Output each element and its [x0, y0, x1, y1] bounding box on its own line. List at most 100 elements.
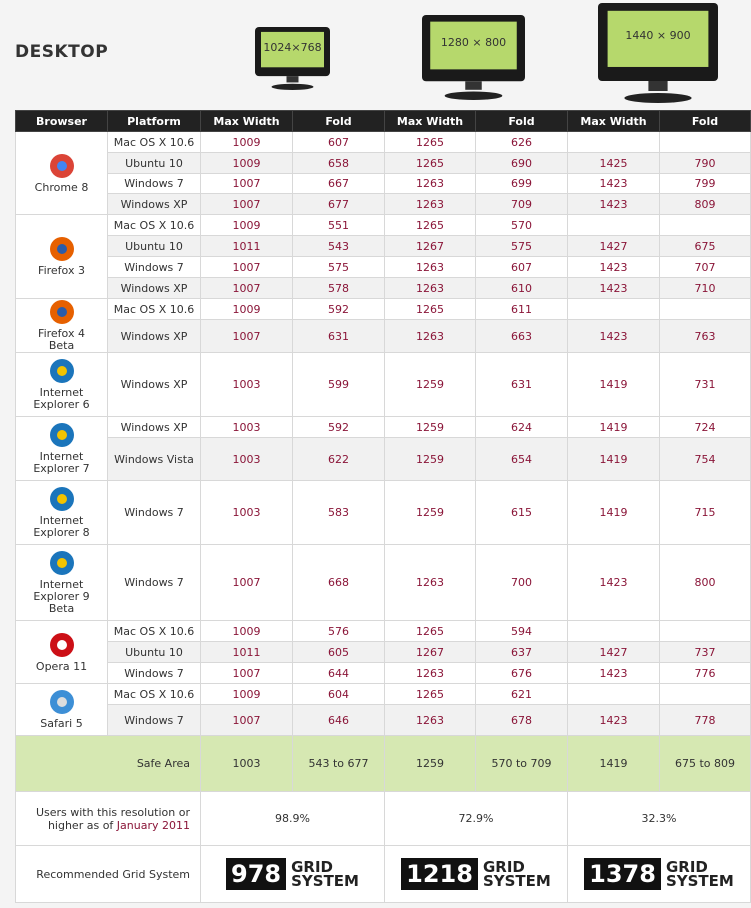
table-row: Internet Explorer 6 Windows XP 1003 599 1259… [15, 352, 751, 417]
table-row: Internet Explorer 8 Windows 7 1003 583 1259 6… [15, 480, 751, 545]
value-cell: 778 [659, 704, 751, 736]
value-cell: 599 [292, 352, 385, 417]
value-cell: 1423 [567, 544, 660, 621]
grid-badge: 1378 GRID SYSTEM [584, 858, 734, 890]
value-cell: 1007 [200, 256, 293, 278]
browser-cell: Internet Explorer 8 [15, 480, 108, 545]
value-cell: 1007 [200, 704, 293, 736]
platform-cell: Windows Vista [107, 437, 201, 481]
value-cell: 1423 [567, 662, 660, 684]
value-cell: 622 [292, 437, 385, 481]
platform-cell: Windows 7 [107, 544, 201, 621]
value-cell: 1007 [200, 319, 293, 353]
value-cell: 809 [659, 193, 751, 215]
table-row: Windows XP 1007 631 1263 663 1423 763 [16, 319, 751, 353]
value-cell: 592 [292, 416, 385, 438]
value-cell: 654 [475, 437, 568, 481]
grid-cell: 1218 GRID SYSTEM [384, 845, 568, 903]
value-cell: 754 [659, 437, 751, 481]
grid-word: GRID [482, 858, 525, 876]
browser-name: Chrome 8 [34, 180, 89, 194]
resolution-label: 1024×768 [263, 40, 322, 54]
grid-badge: 1218 GRID SYSTEM [401, 858, 551, 890]
browser-name: Internet Explorer 6 [33, 386, 90, 411]
platform-cell: Windows XP [107, 319, 201, 353]
monitor: 1280 × 800 [422, 15, 525, 100]
value-cell [659, 214, 751, 236]
platform-cell: Mac OS X 10.6 [107, 214, 201, 236]
safe-area-value: 675 to 809 [659, 735, 751, 792]
monitor-icon [598, 3, 718, 103]
value-cell: 663 [475, 319, 568, 353]
value-cell: 699 [475, 173, 568, 194]
value-cell: 604 [292, 683, 385, 705]
value-cell: 1011 [200, 235, 293, 257]
value-cell: 1003 [200, 416, 293, 438]
browser-icon [49, 359, 74, 383]
platform-cell: Ubuntu 10 [107, 235, 201, 257]
value-cell: 570 [475, 214, 568, 236]
value-cell: 626 [475, 131, 568, 153]
value-cell: 731 [659, 352, 751, 417]
browser-cell: Opera 11 [15, 620, 108, 684]
table-row: Windows XP 1007 677 1263 709 1423 809 [16, 193, 751, 215]
table-row: Chrome 8 Mac OS X 10.6 1009 607 1265 626 [15, 131, 751, 215]
grid-words: GRID SYSTEM [482, 858, 551, 889]
value-cell: 607 [475, 256, 568, 278]
value-cell: 1007 [200, 662, 293, 684]
value-cell: 1263 [384, 544, 476, 621]
value-cell: 1419 [567, 480, 660, 545]
value-cell [567, 683, 660, 705]
browser-icon [49, 632, 74, 657]
platform-cell: Windows XP [107, 416, 201, 438]
browser-name: Firefox 3 [38, 264, 85, 277]
value-cell: 1263 [384, 319, 476, 353]
value-cell: 790 [659, 152, 751, 174]
users-value: 32.3% [567, 791, 751, 846]
value-cell: 624 [475, 416, 568, 438]
grid-word: GRID [291, 858, 334, 876]
safe-area-value: 1259 [384, 735, 476, 792]
table-row: Ubuntu 10 1011 605 1267 637 1427 737 [16, 641, 751, 663]
value-cell: 615 [475, 480, 568, 545]
value-cell: 644 [292, 662, 385, 684]
value-cell: 1423 [567, 277, 660, 299]
grid-row: Recommended Grid System 978 GRID SYSTEM 1218… [15, 845, 751, 903]
platform-cell: Ubuntu 10 [107, 152, 201, 174]
value-cell: 1263 [384, 193, 476, 215]
value-cell: 575 [292, 256, 385, 278]
value-cell: 1259 [384, 416, 476, 438]
value-cell: 707 [659, 256, 751, 278]
value-cell: 551 [292, 214, 385, 236]
value-cell: 675 [659, 235, 751, 257]
platform-cell: Windows XP [107, 277, 201, 299]
value-cell: 1265 [384, 683, 476, 705]
table-row: Windows 7 1007 667 1263 699 1423 799 [16, 173, 751, 194]
users-link[interactable]: January 2011 [116, 818, 190, 832]
page-title: DESKTOP [15, 42, 109, 62]
browser-name: Firefox 4 Beta [38, 327, 85, 352]
value-cell: 668 [292, 544, 385, 621]
value-cell: 583 [292, 480, 385, 545]
value-cell: 543 [292, 235, 385, 257]
value-cell: 724 [659, 416, 751, 438]
value-cell: 1425 [567, 152, 660, 174]
browser-name: Opera 11 [35, 659, 88, 673]
browser-cell: Internet Explorer 7 [15, 416, 108, 481]
value-cell: 576 [292, 620, 385, 642]
grid-number: 1378 [584, 858, 661, 890]
browser-cell: Safari 5 [15, 683, 108, 736]
table-row: Ubuntu 10 1009 658 1265 690 1425 790 [16, 152, 751, 174]
value-cell: 715 [659, 480, 751, 545]
grid-words: GRID SYSTEM [291, 858, 359, 889]
value-cell: 1267 [384, 641, 476, 663]
value-cell: 1263 [384, 662, 476, 684]
value-cell: 1007 [200, 173, 293, 194]
resolution-table: Browser Platform Max Width Fold Max Width Fol… [15, 110, 751, 903]
users-text: Users with this resolution or higher as … [35, 805, 190, 832]
browser-name: Internet Explorer 7 [33, 450, 90, 475]
users-label: Users with this resolution or higher as … [15, 791, 201, 846]
value-cell: 658 [292, 152, 385, 174]
grid-cell: 978 GRID SYSTEM [200, 845, 385, 903]
